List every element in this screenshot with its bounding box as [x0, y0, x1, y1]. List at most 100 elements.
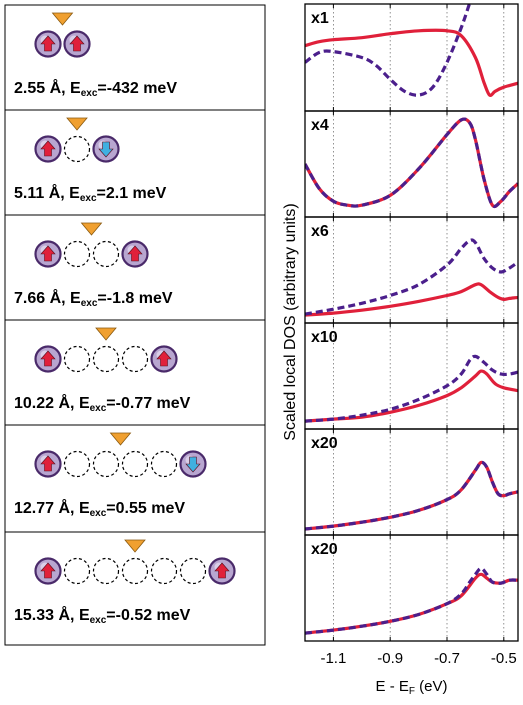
- chart-panel: x1: [304, 3, 519, 112]
- ldos-chart: x1 x4 x6 x10 x20 x20 -1.1 -0.9 -0.7 -0.5 E - EF (e…: [282, 3, 519, 697]
- e-exc-symbol: E: [79, 500, 90, 517]
- series-dashed-line: [305, 4, 472, 97]
- x-tick-label: -0.5: [491, 650, 517, 667]
- x-tick-label: -1.1: [320, 650, 346, 667]
- chart-panel: x4: [304, 110, 519, 218]
- e-exc-symbol: E: [70, 290, 81, 307]
- panel-frame: [304, 534, 519, 642]
- e-exc-subscript: exc: [81, 298, 98, 309]
- stm-tip-icon: [66, 117, 88, 131]
- empty-site-icon: [63, 557, 91, 585]
- configuration-label: 7.66 Å, Eexc=-1.8 meV: [14, 288, 173, 309]
- configuration-label: 15.33 Å, Eexc=-0.52 meV: [14, 605, 191, 626]
- empty-site-icon: [121, 450, 149, 478]
- e-exc-symbol: E: [79, 607, 90, 624]
- x-tick-label: -0.7: [434, 650, 460, 667]
- series-group: [305, 566, 518, 635]
- panel-scale-label: x4: [311, 117, 329, 134]
- configuration-row: 7.66 Å, Eexc=-1.8 meV: [4, 214, 266, 321]
- spin-up-arrow-icon: [156, 350, 172, 367]
- empty-site-icon: [92, 345, 120, 373]
- e-exc-value: =-0.77 meV: [106, 395, 190, 412]
- panel-scale-label: x10: [311, 329, 338, 346]
- series-solid-line: [305, 282, 518, 317]
- e-exc-symbol: E: [79, 395, 90, 412]
- e-exc-subscript: exc: [90, 615, 107, 626]
- empty-site-icon: [63, 135, 91, 163]
- series-group: [305, 460, 518, 531]
- distance-value: 15.33 Å,: [14, 605, 79, 624]
- stm-tip-icon: [51, 12, 74, 26]
- chart-panel: x20: [304, 534, 519, 642]
- distance-value: 5.11 Å,: [14, 183, 69, 202]
- chart-panel: x10: [304, 322, 519, 430]
- spin-up-arrow-icon: [69, 35, 85, 52]
- configuration-label: 5.11 Å, Eexc=2.1 meV: [14, 183, 167, 204]
- empty-site-icon: [92, 557, 120, 585]
- panel-scale-label: x20: [311, 541, 338, 558]
- e-exc-value: =2.1 meV: [97, 185, 167, 202]
- series-group: [305, 117, 518, 209]
- configuration-box: [4, 531, 266, 646]
- e-exc-subscript: exc: [80, 193, 97, 204]
- y-axis-label: Scaled local DOS (arbitrary units): [282, 203, 299, 440]
- series-group: [305, 4, 518, 97]
- panel-scale-label: x20: [311, 435, 338, 452]
- spin-up-arrow-icon: [40, 245, 56, 262]
- configuration-label: 10.22 Å, Eexc=-0.77 meV: [14, 393, 191, 414]
- panel-frame: [304, 110, 519, 218]
- series-dashed-line: [305, 460, 518, 531]
- series-group: [305, 238, 518, 317]
- e-exc-symbol: E: [69, 185, 80, 202]
- panel-scale-label: x6: [311, 223, 329, 240]
- stm-tip-icon: [80, 222, 103, 236]
- spin-down-arrow-icon: [185, 456, 201, 473]
- configuration-panel: 2.55 Å, Eexc=-432 meV 5.11 Å, Eexc=2.1 me…: [0, 0, 270, 650]
- distance-value: 7.66 Å,: [14, 288, 70, 307]
- e-exc-symbol: E: [70, 80, 81, 97]
- spin-up-arrow-icon: [40, 350, 56, 367]
- distance-value: 12.77 Å,: [14, 498, 79, 517]
- chart-panel: x6: [304, 216, 519, 324]
- e-exc-subscript: exc: [90, 403, 107, 414]
- e-exc-subscript: exc: [81, 88, 98, 99]
- e-exc-subscript: exc: [90, 508, 107, 519]
- series-dashed-line: [305, 238, 518, 316]
- spin-down-arrow-icon: [98, 141, 114, 158]
- panel-scale-label: x1: [311, 10, 329, 27]
- empty-site-icon: [63, 240, 91, 268]
- chart-panel: x20: [304, 428, 519, 536]
- configuration-row: 5.11 Å, Eexc=2.1 meV: [4, 109, 266, 216]
- spin-up-arrow-icon: [40, 140, 56, 157]
- stm-tip-icon: [109, 432, 132, 446]
- stm-tip-icon: [95, 327, 117, 341]
- spin-up-arrow-icon: [127, 245, 143, 262]
- configuration-row: 2.55 Å, Eexc=-432 meV: [4, 4, 266, 111]
- e-exc-value: =-1.8 meV: [97, 290, 172, 307]
- empty-site-icon: [150, 557, 178, 585]
- spin-up-arrow-icon: [40, 35, 56, 52]
- e-exc-value: =-432 meV: [97, 80, 177, 97]
- distance-value: 10.22 Å,: [14, 393, 79, 412]
- e-exc-value: =0.55 meV: [106, 500, 185, 517]
- series-solid-line: [305, 28, 518, 97]
- configuration-row: 15.33 Å, Eexc=-0.52 meV: [4, 531, 266, 646]
- series-solid-line: [305, 117, 518, 209]
- configuration-row: 10.22 Å, Eexc=-0.77 meV: [4, 319, 266, 426]
- series-solid-line: [305, 369, 518, 423]
- empty-site-icon: [92, 240, 120, 268]
- panel-frame: [304, 216, 519, 324]
- distance-value: 2.55 Å,: [14, 78, 70, 97]
- empty-site-icon: [121, 557, 149, 585]
- series-dashed-line: [305, 354, 518, 423]
- series-solid-line: [305, 460, 518, 531]
- series-dashed-line: [305, 117, 518, 209]
- empty-site-icon: [121, 345, 149, 373]
- x-axis-label: E - EF (eV): [376, 678, 448, 697]
- x-tick-label: -0.9: [377, 650, 403, 667]
- spin-up-arrow-icon: [40, 562, 56, 579]
- empty-site-icon: [63, 345, 91, 373]
- empty-site-icon: [179, 557, 207, 585]
- configuration-label: 12.77 Å, Eexc=0.55 meV: [14, 498, 185, 519]
